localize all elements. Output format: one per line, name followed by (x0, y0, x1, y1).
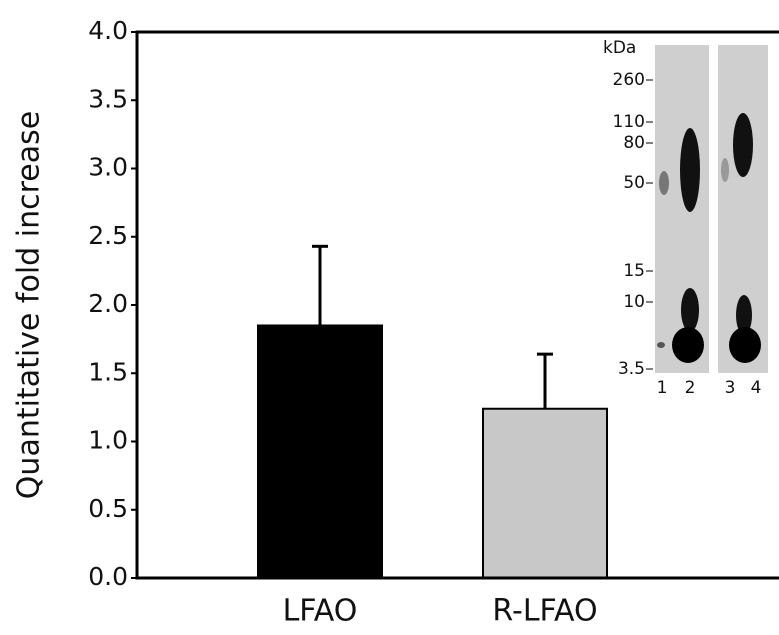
y-tick-label: 4.0 (88, 16, 128, 45)
x-tick-label: LFAO (283, 594, 358, 629)
inset-unit: kDa (603, 38, 636, 58)
y-tick-label: 0.5 (88, 494, 128, 523)
inset-marker-label: 260 (613, 70, 645, 90)
blot-band (680, 128, 700, 212)
bar (258, 325, 382, 578)
inset-marker-label: 50 (623, 173, 645, 193)
blot-band (733, 113, 753, 177)
blot-band (659, 171, 669, 195)
blot-band (681, 288, 699, 332)
blot-band (657, 342, 665, 348)
inset-marker-label: 10 (623, 292, 645, 312)
inset-marker-label: 110 (613, 112, 645, 132)
blot-band (729, 327, 761, 363)
inset-lane-label: 4 (751, 378, 762, 398)
inset-lane-label: 3 (725, 378, 736, 398)
chart: Quantitative fold increase kDa 0.0 0.5 1.0… (0, 0, 779, 635)
y-tick-label: 2.5 (88, 221, 128, 250)
y-tick-label: 1.5 (88, 357, 128, 386)
blot-band (721, 158, 729, 182)
y-tick-label: 0.0 (88, 562, 128, 591)
y-axis-label: Quantitative fold increase (12, 111, 47, 499)
inset-marker-label: 15 (623, 261, 645, 281)
blot-band (672, 327, 704, 363)
y-tick-label: 1.0 (88, 426, 128, 455)
inset-marker-label: 3.5 (618, 359, 645, 379)
bar (483, 409, 607, 578)
inset-lane-label: 1 (657, 378, 668, 398)
y-tick-label: 3.0 (88, 153, 128, 182)
x-tick-label: R-LFAO (492, 594, 597, 629)
y-tick-label: 2.0 (88, 289, 128, 318)
y-tick-label: 3.5 (88, 84, 128, 113)
inset-lane-label: 2 (685, 378, 696, 398)
inset-marker-label: 80 (623, 133, 645, 153)
blot-panel (655, 45, 709, 373)
